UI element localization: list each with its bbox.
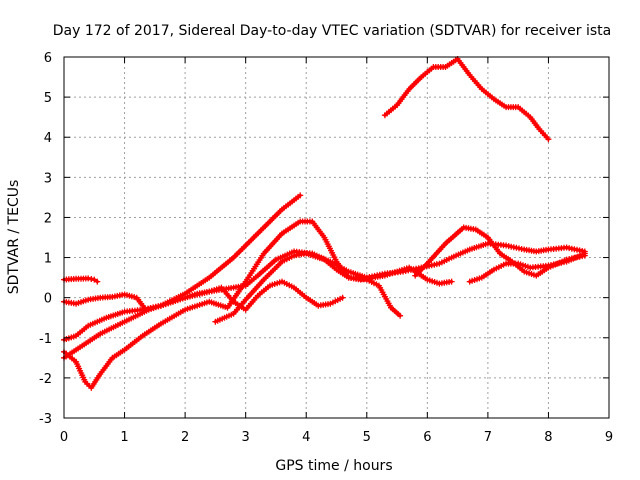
- x-tick-label: 8: [544, 430, 552, 445]
- series-plus-markers: [61, 218, 404, 391]
- series-trace-i: [466, 250, 588, 285]
- x-tick-label: 3: [242, 430, 250, 445]
- x-axis-label: GPS time / hours: [275, 458, 392, 474]
- series-trace-e: [61, 218, 404, 391]
- series-trace-h: [412, 224, 588, 279]
- series-plus-markers: [212, 250, 455, 325]
- y-tick-label: 4: [44, 131, 52, 146]
- series-plus-markers: [381, 56, 552, 143]
- series-trace-a: [61, 275, 101, 285]
- x-axis-tick-labels: 0 1 2 3 4 5 6 7 8 9: [60, 430, 613, 445]
- plot-frame: [63, 56, 610, 419]
- x-tick-label: 4: [302, 430, 310, 445]
- y-tick-label: 0: [44, 292, 52, 307]
- x-tick-label: 1: [120, 430, 128, 445]
- y-axis-tick-labels: -3 -2 -1 0 1 2 3 4 5 6: [39, 51, 52, 427]
- grid-lines: [64, 57, 609, 418]
- x-tick-label: 6: [423, 430, 431, 445]
- x-tick-label: 2: [181, 430, 189, 445]
- y-axis-label: SDTVAR / TECUs: [6, 180, 22, 295]
- series-trace-g: [212, 250, 455, 325]
- y-tick-label: -3: [39, 412, 52, 427]
- chart-title: Day 172 of 2017, Sidereal Day-to-day VTE…: [53, 23, 611, 39]
- series-plus-markers: [412, 224, 588, 279]
- y-tick-label: -1: [39, 332, 52, 347]
- series-plus-markers: [466, 250, 588, 285]
- x-tick-label: 7: [484, 430, 492, 445]
- y-tick-label: 5: [44, 91, 52, 106]
- x-tick-label: 0: [60, 430, 68, 445]
- y-tick-label: -2: [39, 372, 52, 387]
- y-tick-label: 6: [44, 51, 52, 66]
- axis-ticks: [63, 56, 610, 419]
- series-plus-markers: [61, 275, 101, 285]
- series-trace-f: [61, 240, 588, 361]
- series-trace-j: [381, 56, 552, 143]
- y-tick-label: 1: [44, 252, 52, 267]
- y-tick-label: 2: [44, 211, 52, 226]
- x-tick-label: 9: [605, 430, 613, 445]
- y-tick-label: 3: [44, 171, 52, 186]
- data-series-group: [61, 56, 588, 391]
- x-tick-label: 5: [363, 430, 371, 445]
